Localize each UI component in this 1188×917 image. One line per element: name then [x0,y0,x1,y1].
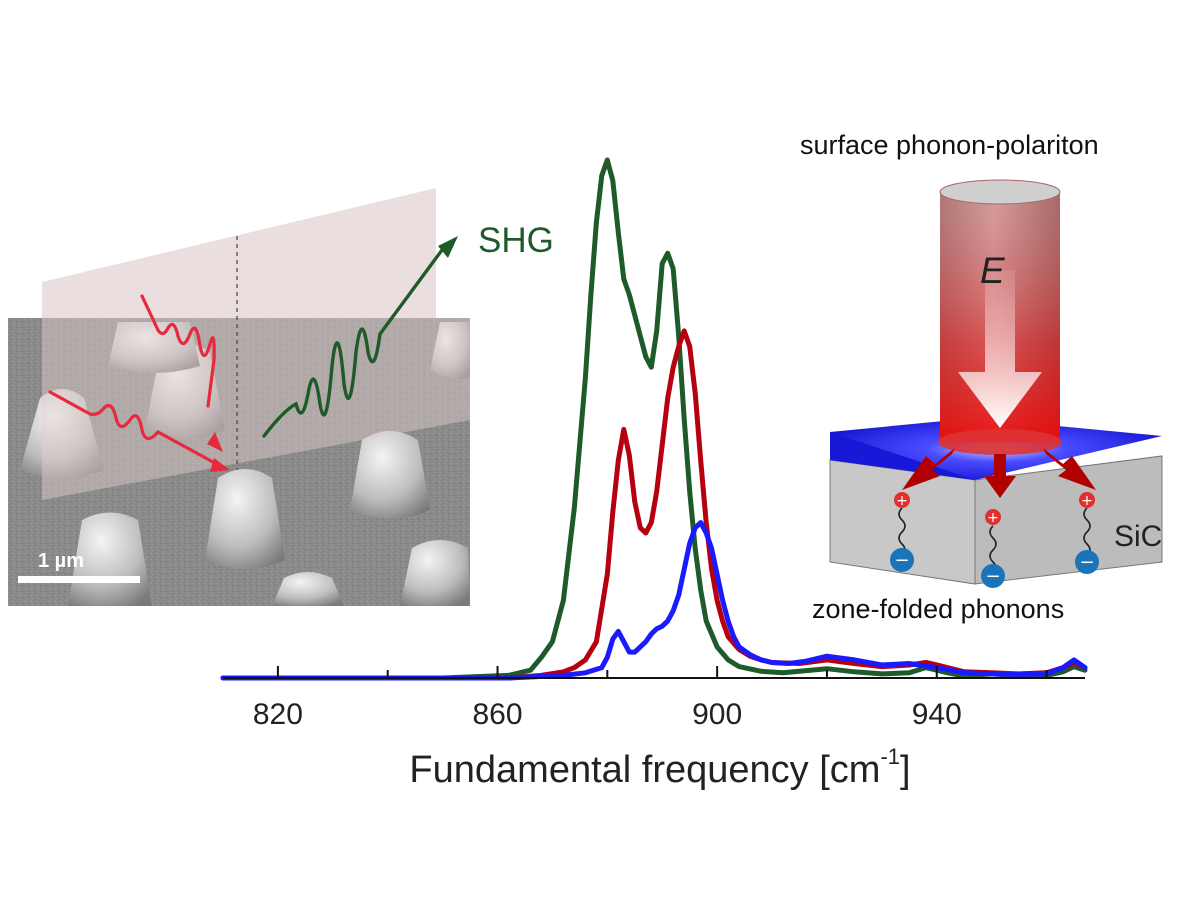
incidence-plane [42,188,436,318]
svg-text:+: + [987,510,999,526]
arrowhead-2 [210,458,230,472]
sic-block-top-front [830,432,975,480]
series-line-3 [220,520,1088,681]
series-line-2 [220,328,1088,681]
field-label: E [980,250,1006,291]
sic-label: SiC [1114,520,1162,553]
x-tick-label-900: 900 [692,698,742,731]
shg-arrowhead [438,236,458,258]
svg-text:−: − [1079,552,1094,573]
svg-text:+: + [896,493,908,509]
x-axis-title-close: ] [900,749,911,791]
cylinder-top [939,179,1061,205]
sem-inset: SHG 1 µm [8,188,554,606]
x-axis-title-main: Fundamental frequency [cm [409,749,880,791]
arrowhead-1 [207,432,223,452]
shg-label: SHG [478,221,554,260]
x-ticks: 820 860 900 940 [253,666,1048,731]
x-axis-title-exponent: -1 [880,744,900,769]
x-axis-title: Fundamental frequency [cm-1] [409,744,910,791]
x-tick-label-860: 860 [472,698,522,731]
phonons-label: zone-folded phonons [812,594,1064,624]
spectrum-chart: 820 860 900 940 Fundamental frequency [cm-1… [220,157,1088,791]
svg-text:+: + [1081,493,1093,509]
cylinder-base [938,429,1062,455]
phonon-arrows [902,448,1096,498]
svg-text:−: − [985,566,1000,587]
sic-block-right [974,455,1163,585]
field-arrow [958,270,1042,428]
positive-charges: + + + [894,492,1095,526]
negative-charges: − − − [890,548,1099,588]
sic-schematic: surface phonon-polariton E + [800,130,1163,624]
scale-bar [18,576,140,583]
shg-wave [262,248,444,438]
svg-text:−: − [894,550,909,571]
scale-bar-label: 1 µm [38,550,84,572]
polariton-label: surface phonon-polariton [800,130,1099,160]
incidence-plane-lower [42,318,470,500]
series-layer [220,157,1088,681]
incident-waves [48,294,226,470]
x-tick-label-940: 940 [912,698,962,731]
x-tick-label-820: 820 [253,698,303,731]
